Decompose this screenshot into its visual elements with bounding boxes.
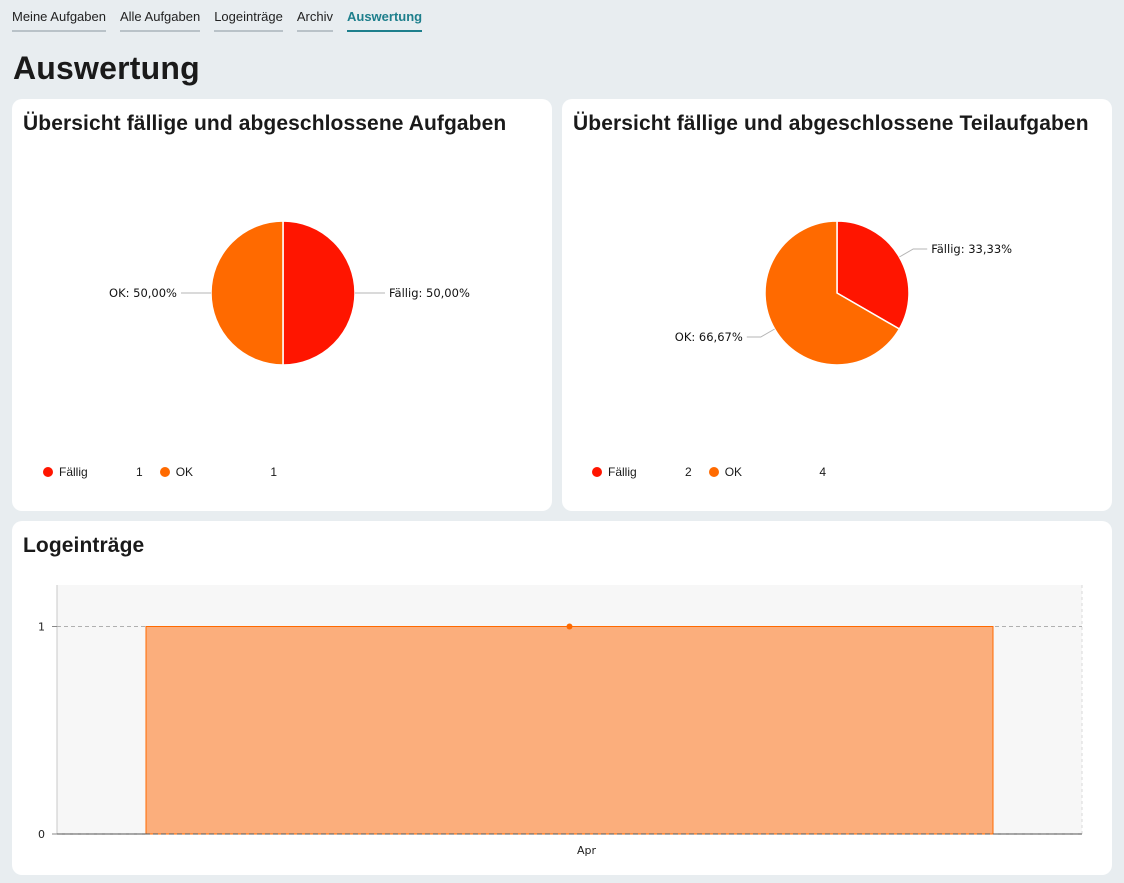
card-log-entries: Logeinträge 0 1 Apr: [12, 521, 1112, 875]
pie-data-label: OK: 66,67%: [675, 330, 743, 344]
ok-color-dot: [159, 467, 170, 477]
x-tick-label: Apr: [577, 844, 597, 857]
tab-archiv[interactable]: Archiv: [296, 9, 333, 32]
legend-item-faellig[interactable]: Fällig 2: [592, 465, 692, 479]
tasks-pie-chart: Fällig: 50,00% OK: 50,00%: [109, 220, 470, 366]
nav-tabs: Meine Aufgaben Alle Aufgaben Logeinträge…: [12, 9, 423, 32]
legend-label: OK: [175, 465, 194, 479]
area-series: [145, 626, 994, 835]
tab-logeintraege[interactable]: Logeinträge: [214, 9, 283, 32]
tab-auswertung[interactable]: Auswertung: [347, 9, 423, 32]
subtasks-pie-chart: Fällig: 33,33% OK: 66,67%: [675, 220, 1012, 366]
card-subtasks-overview: Übersicht fällige und abgeschlossene Tei…: [562, 99, 1112, 511]
y-tick-label: 0: [38, 828, 45, 841]
card-title: Übersicht fällige und abgeschlossene Auf…: [23, 112, 507, 135]
pie-data-label: Fällig: 33,33%: [931, 242, 1012, 256]
faellig-color-dot: [43, 467, 53, 477]
pie-label-leader-line: [899, 248, 928, 258]
pie-label-leader-line: [746, 328, 775, 338]
pie-slice-faellig: [282, 220, 356, 366]
pie-data-label: OK: 50,00%: [109, 286, 177, 300]
legend-count: 2: [685, 465, 692, 479]
tab-alle-aufgaben[interactable]: Alle Aufgaben: [119, 9, 201, 32]
pie-slice-ok: [764, 220, 901, 366]
legend-item-ok[interactable]: OK 4: [708, 465, 827, 479]
pie-data-label: Fällig: 50,00%: [389, 286, 470, 300]
legend-item-ok[interactable]: OK 1: [159, 465, 278, 479]
log-entries-area-chart: 0 1 Apr: [38, 585, 1083, 857]
pie-slice-ok: [210, 220, 284, 366]
card-title: Übersicht fällige und abgeschlossene Tei…: [573, 112, 1089, 135]
subtasks-legend: Fällig 2 OK 4: [592, 465, 826, 479]
ok-color-dot: [708, 467, 719, 477]
legend-count: 1: [136, 465, 143, 479]
tab-meine-aufgaben[interactable]: Meine Aufgaben: [12, 9, 106, 32]
card-tasks-overview: Übersicht fällige und abgeschlossene Auf…: [12, 99, 552, 511]
tasks-legend: Fällig 1 OK 1: [43, 465, 277, 479]
legend-label: Fällig: [59, 465, 88, 479]
legend-label: OK: [724, 465, 743, 479]
faellig-color-dot: [592, 467, 602, 477]
legend-count: 1: [270, 465, 278, 479]
data-point: [566, 623, 573, 630]
page-title: Auswertung: [13, 50, 200, 86]
legend-item-faellig[interactable]: Fällig 1: [43, 465, 143, 479]
y-tick-label: 1: [38, 621, 45, 634]
legend-count: 4: [819, 465, 827, 479]
legend-label: Fällig: [608, 465, 637, 479]
card-title: Logeinträge: [23, 534, 145, 557]
